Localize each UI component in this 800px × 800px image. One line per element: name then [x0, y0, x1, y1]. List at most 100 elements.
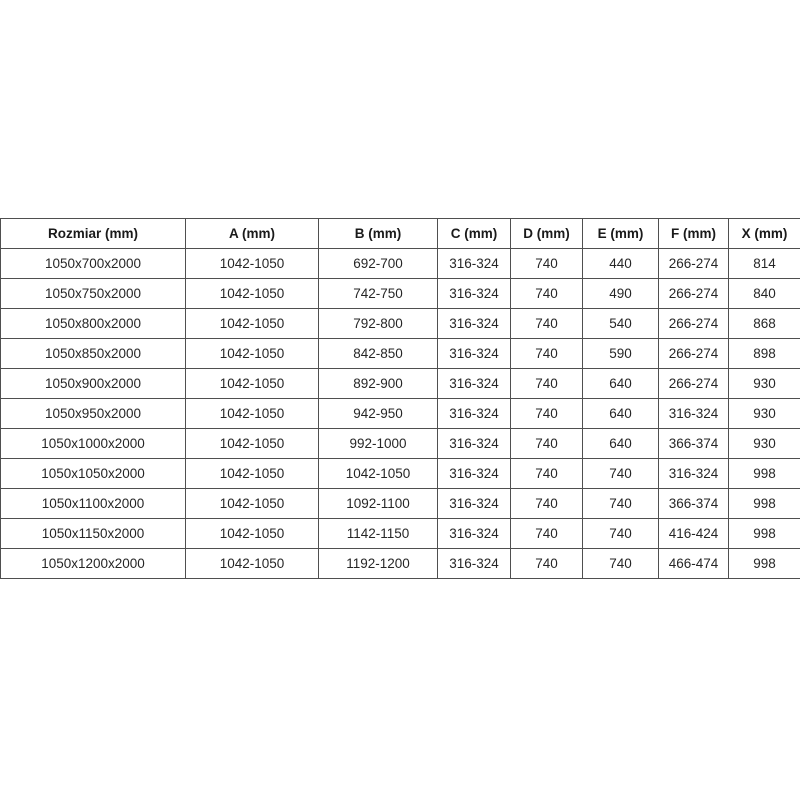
table-cell: 416-424: [658, 518, 729, 549]
table-cell: 540: [582, 308, 659, 339]
table-cell: 740: [510, 518, 583, 549]
table-cell: 466-474: [658, 548, 729, 579]
table-cell: 1042-1050: [185, 398, 319, 429]
table-cell: 740: [510, 428, 583, 459]
table-cell: 998: [728, 518, 800, 549]
table-row: 1050x950x2000 1042-1050 942-950 316-324 740 6…: [0, 398, 800, 429]
table-cell: 316-324: [658, 458, 729, 489]
table-cell: 892-900: [318, 368, 438, 399]
table-cell: 1050x750x2000: [0, 278, 186, 309]
table-cell: 1050x1150x2000: [0, 518, 186, 549]
table-cell: 1142-1150: [318, 518, 438, 549]
table-row: 1050x700x2000 1042-1050 692-700 316-324 740 4…: [0, 248, 800, 279]
table-cell: 1042-1050: [185, 368, 319, 399]
column-header: D (mm): [510, 218, 583, 249]
table-cell: 740: [510, 368, 583, 399]
table-cell: 1042-1050: [185, 428, 319, 459]
table-cell: 1042-1050: [185, 338, 319, 369]
table-cell: 1042-1050: [318, 458, 438, 489]
table-cell: 868: [728, 308, 800, 339]
table-cell: 1050x700x2000: [0, 248, 186, 279]
table-row: 1050x1150x2000 1042-1050 1142-1150 316-324 7…: [0, 518, 800, 549]
table-cell: 1042-1050: [185, 278, 319, 309]
table-cell: 930: [728, 398, 800, 429]
table-cell: 740: [582, 458, 659, 489]
table-cell: 640: [582, 428, 659, 459]
table-cell: 898: [728, 338, 800, 369]
table-row: 1050x1050x2000 1042-1050 1042-1050 316-324 7…: [0, 458, 800, 489]
table-cell: 266-274: [658, 338, 729, 369]
table-cell: 1050x1100x2000: [0, 488, 186, 519]
column-header: Rozmiar (mm): [0, 218, 186, 249]
table-cell: 316-324: [437, 398, 511, 429]
table-header-row: Rozmiar (mm) A (mm) B (mm) C (mm) D (mm) E (m…: [0, 218, 800, 249]
table-cell: 740: [510, 248, 583, 279]
table-cell: 1050x1200x2000: [0, 548, 186, 579]
table-cell: 366-374: [658, 428, 729, 459]
table-cell: 1042-1050: [185, 248, 319, 279]
table-row: 1050x850x2000 1042-1050 842-850 316-324 740 5…: [0, 338, 800, 369]
table-cell: 316-324: [437, 278, 511, 309]
table-row: 1050x1100x2000 1042-1050 1092-1100 316-324 7…: [0, 488, 800, 519]
table-row: 1050x1200x2000 1042-1050 1192-1200 316-324 7…: [0, 548, 800, 579]
table-row: 1050x750x2000 1042-1050 742-750 316-324 740 4…: [0, 278, 800, 309]
table-cell: 590: [582, 338, 659, 369]
table-cell: 266-274: [658, 368, 729, 399]
table-row: 1050x800x2000 1042-1050 792-800 316-324 740 5…: [0, 308, 800, 339]
table-cell: 930: [728, 428, 800, 459]
table-cell: 998: [728, 548, 800, 579]
table-cell: 740: [510, 548, 583, 579]
table-cell: 640: [582, 398, 659, 429]
table-cell: 316-324: [437, 338, 511, 369]
table-cell: 740: [582, 518, 659, 549]
table-cell: 316-324: [437, 248, 511, 279]
table-cell: 1192-1200: [318, 548, 438, 579]
table-cell: 1050x850x2000: [0, 338, 186, 369]
table-cell: 740: [510, 278, 583, 309]
table-body: 1050x700x2000 1042-1050 692-700 316-324 740 4…: [0, 248, 800, 579]
table-cell: 266-274: [658, 248, 729, 279]
table-cell: 1042-1050: [185, 488, 319, 519]
table-cell: 1050x900x2000: [0, 368, 186, 399]
table-cell: 1092-1100: [318, 488, 438, 519]
table-cell: 942-950: [318, 398, 438, 429]
column-header: A (mm): [185, 218, 319, 249]
column-header: E (mm): [582, 218, 659, 249]
table-cell: 1050x950x2000: [0, 398, 186, 429]
table-cell: 740: [510, 458, 583, 489]
table-cell: 1050x1000x2000: [0, 428, 186, 459]
table-header: Rozmiar (mm) A (mm) B (mm) C (mm) D (mm) E (m…: [0, 218, 800, 249]
table-cell: 1042-1050: [185, 308, 319, 339]
table-cell: 1050x800x2000: [0, 308, 186, 339]
table-row: 1050x900x2000 1042-1050 892-900 316-324 740 6…: [0, 368, 800, 399]
table-cell: 316-324: [437, 548, 511, 579]
table-cell: 440: [582, 248, 659, 279]
table-cell: 1042-1050: [185, 548, 319, 579]
table-cell: 316-324: [437, 518, 511, 549]
table-cell: 740: [510, 338, 583, 369]
table-cell: 998: [728, 458, 800, 489]
table-cell: 740: [582, 548, 659, 579]
table-cell: 1042-1050: [185, 518, 319, 549]
table-cell: 740: [582, 488, 659, 519]
column-header: F (mm): [658, 218, 729, 249]
table-cell: 490: [582, 278, 659, 309]
table-cell: 740: [510, 308, 583, 339]
table-cell: 792-800: [318, 308, 438, 339]
table-cell: 316-324: [437, 368, 511, 399]
table-cell: 266-274: [658, 308, 729, 339]
table-cell: 742-750: [318, 278, 438, 309]
table-cell: 1042-1050: [185, 458, 319, 489]
table-cell: 366-374: [658, 488, 729, 519]
table-cell: 840: [728, 278, 800, 309]
table-cell: 316-324: [437, 308, 511, 339]
table-cell: 740: [510, 488, 583, 519]
table-cell: 316-324: [437, 458, 511, 489]
table-cell: 930: [728, 368, 800, 399]
table-cell: 266-274: [658, 278, 729, 309]
table-cell: 640: [582, 368, 659, 399]
table-cell: 814: [728, 248, 800, 279]
table-cell: 992-1000: [318, 428, 438, 459]
column-header: C (mm): [437, 218, 511, 249]
